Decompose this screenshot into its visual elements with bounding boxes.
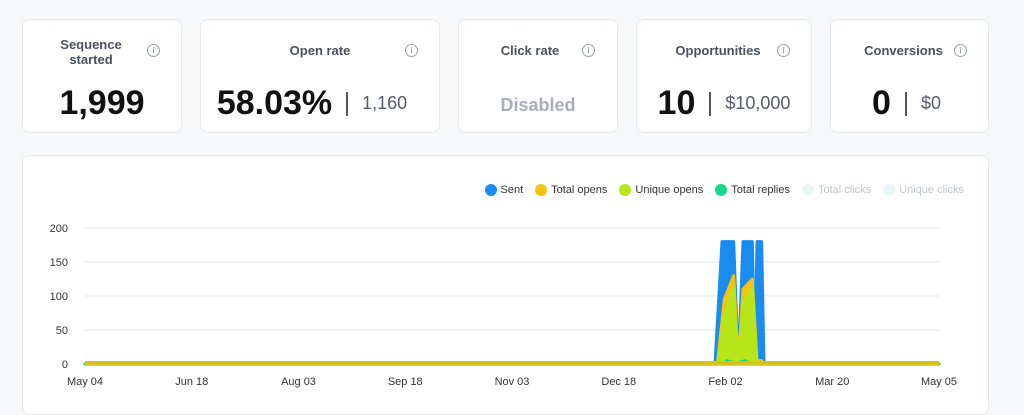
stat-title: Open rate [289,43,351,58]
legend-dot-icon [619,184,632,196]
stat-value-row: 10 $10,000 [637,84,811,123]
legend-item[interactable]: Unique clicks [883,184,964,196]
x-tick-label: May 04 [67,376,103,388]
x-tick-label: Mar 20 [815,376,849,388]
x-tick-label: May 05 [921,376,957,388]
x-tick-label: Jun 18 [175,376,208,388]
legend-dot-icon [535,184,548,196]
x-tick-label: Nov 03 [495,376,530,388]
divider [904,91,907,116]
info-icon[interactable]: i [954,44,967,57]
legend-item[interactable]: Sent [484,184,524,196]
chart-legend: Sent Total opens Unique opens Total replies… [484,182,964,198]
legend-dot-icon [883,184,896,196]
legend-item[interactable]: Total replies [715,184,790,196]
legend-label: Total clicks [818,184,872,196]
legend-label: Unique clicks [899,184,964,196]
stat-value-row: 0 $0 [825,84,988,123]
stat-value: 58.03% [216,84,333,122]
stat-title: Sequence started [60,37,122,67]
stat-card-sequence-started: Sequence started i 1,999 [22,19,182,133]
info-icon[interactable]: i [147,44,160,57]
y-tick-label: 50 [56,325,68,337]
x-tick-label: Sep 18 [388,376,423,388]
divider [709,91,712,116]
stat-value: Disabled [500,95,576,115]
stat-value-row: Disabled [459,95,617,116]
y-tick-label: 150 [50,257,68,269]
legend-item[interactable]: Unique opens [619,184,703,196]
stat-value: 0 [872,84,891,122]
stat-title: Opportunities [675,43,761,58]
info-icon[interactable]: i [405,44,418,57]
stat-subvalue: $10,000 [725,93,791,113]
series-area-unique-opens [83,287,941,366]
legend-label: Sent [500,184,524,196]
legend-item[interactable]: Total clicks [802,184,871,196]
stat-subvalue: 1,160 [362,93,408,113]
y-tick-label: 200 [50,223,68,235]
stat-card-conversions: Conversions i 0 $0 [830,19,989,133]
info-icon[interactable]: i [582,44,595,57]
legend-label: Total opens [551,184,608,196]
info-icon[interactable]: i [777,44,790,57]
y-tick-label: 100 [50,291,68,303]
stat-value-row: 1,999 [23,84,181,123]
y-tick-label: 0 [62,359,68,371]
activity-chart-card [22,155,989,415]
stat-card-opportunities: Opportunities i 10 $10,000 [636,19,812,133]
series-area-total-opens [83,274,941,366]
stat-title: Click rate [500,43,560,58]
x-tick-label: Aug 03 [281,376,316,388]
legend-item[interactable]: Total opens [535,184,607,196]
x-tick-label: Dec 18 [601,376,636,388]
legend-dot-icon [802,184,814,196]
legend-dot-icon [715,184,728,196]
stat-subvalue: $0 [920,93,941,113]
series-area-sent [83,240,941,366]
legend-label: Unique opens [635,184,704,196]
legend-label: Total replies [731,184,790,196]
stat-value: 1,999 [59,84,145,122]
stat-title: Conversions [864,43,943,58]
stat-card-click-rate: Click rate i Disabled [458,19,618,133]
divider [346,91,349,116]
stat-card-open-rate: Open rate i 58.03% 1,160 [200,19,440,133]
legend-dot-icon [484,184,497,196]
stat-value: 10 [657,84,696,122]
stat-value-row: 58.03% 1,160 [185,84,439,123]
x-tick-label: Feb 02 [708,376,742,388]
